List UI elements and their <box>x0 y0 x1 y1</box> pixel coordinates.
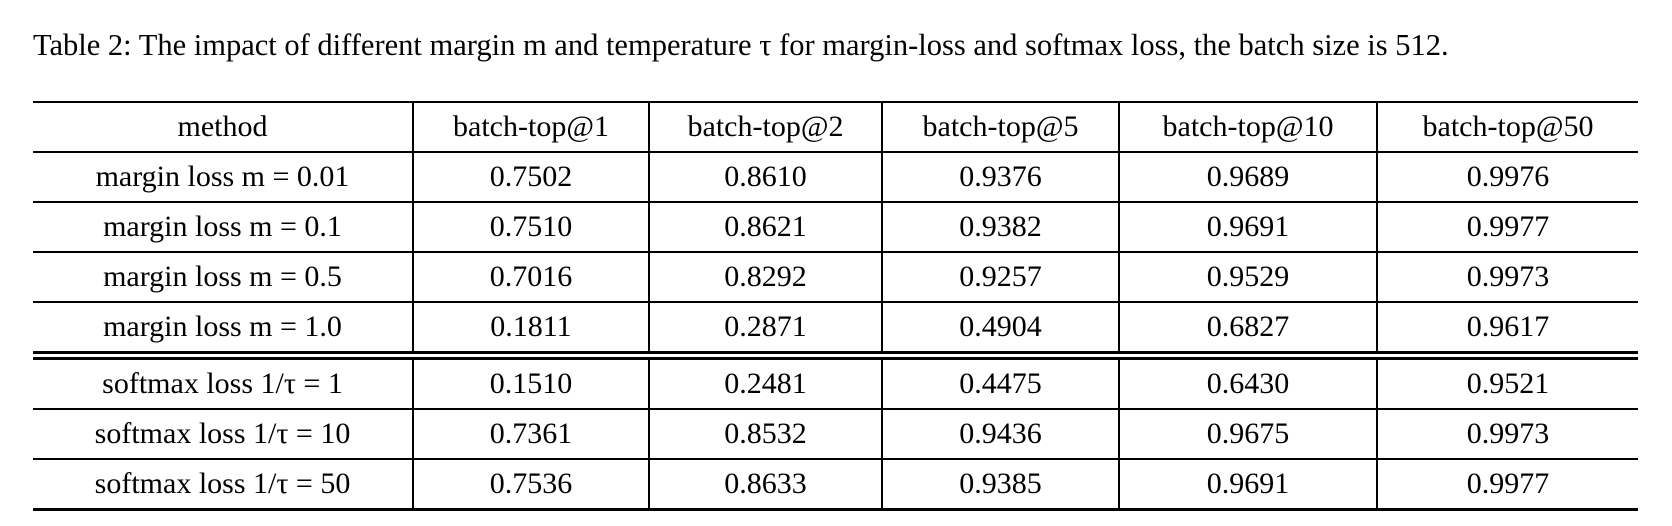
softmax-loss-group: softmax loss 1/τ = 1 0.1510 0.2481 0.4475 0.… <box>33 355 1638 510</box>
method-cell: margin loss m = 1.0 <box>33 302 414 356</box>
value-cell: 0.9977 <box>1376 202 1638 252</box>
table-row: softmax loss 1/τ = 1 0.1510 0.2481 0.4475 0.… <box>33 355 1638 409</box>
table-caption: Table 2: The impact of different margin … <box>33 28 1449 62</box>
method-cell: softmax loss 1/τ = 1 <box>33 355 414 409</box>
value-cell: 0.7361 <box>412 409 650 459</box>
value-cell: 0.7510 <box>412 202 650 252</box>
table-header: method batch-top@1 batch-top@2 batch-top@5 b… <box>33 102 1638 152</box>
method-cell: margin loss m = 0.1 <box>33 202 414 252</box>
column-header: batch-top@5 <box>881 102 1120 152</box>
value-cell: 0.2481 <box>648 355 883 409</box>
value-cell: 0.7502 <box>412 152 650 202</box>
method-cell: softmax loss 1/τ = 50 <box>33 459 414 510</box>
value-cell: 0.4904 <box>881 302 1120 356</box>
value-cell: 0.8633 <box>648 459 883 510</box>
value-cell: 0.9977 <box>1376 459 1638 510</box>
table-row: margin loss m = 0.01 0.7502 0.8610 0.9376 0.… <box>33 152 1638 202</box>
results-table: method batch-top@1 batch-top@2 batch-top@5 b… <box>33 101 1638 511</box>
value-cell: 0.8292 <box>648 252 883 302</box>
column-header-method: method <box>33 102 414 152</box>
value-cell: 0.9973 <box>1376 409 1638 459</box>
table-row: softmax loss 1/τ = 10 0.7361 0.8532 0.9436 0… <box>33 409 1638 459</box>
value-cell: 0.7016 <box>412 252 650 302</box>
column-header: batch-top@1 <box>412 102 650 152</box>
value-cell: 0.9376 <box>881 152 1120 202</box>
value-cell: 0.8532 <box>648 409 883 459</box>
column-header: batch-top@10 <box>1118 102 1378 152</box>
table-row: margin loss m = 0.1 0.7510 0.8621 0.9382 0.9… <box>33 202 1638 252</box>
value-cell: 0.9521 <box>1376 355 1638 409</box>
value-cell: 0.9436 <box>881 409 1120 459</box>
value-cell: 0.9617 <box>1376 302 1638 356</box>
column-header: batch-top@50 <box>1376 102 1638 152</box>
value-cell: 0.8610 <box>648 152 883 202</box>
method-cell: margin loss m = 0.5 <box>33 252 414 302</box>
value-cell: 0.9675 <box>1118 409 1378 459</box>
value-cell: 0.9976 <box>1376 152 1638 202</box>
table-row: margin loss m = 1.0 0.1811 0.2871 0.4904 0.6… <box>33 302 1638 356</box>
value-cell: 0.8621 <box>648 202 883 252</box>
value-cell: 0.2871 <box>648 302 883 356</box>
header-row: method batch-top@1 batch-top@2 batch-top@5 b… <box>33 102 1638 152</box>
value-cell: 0.9973 <box>1376 252 1638 302</box>
method-cell: margin loss m = 0.01 <box>33 152 414 202</box>
value-cell: 0.9385 <box>881 459 1120 510</box>
method-cell: softmax loss 1/τ = 10 <box>33 409 414 459</box>
value-cell: 0.1811 <box>412 302 650 356</box>
value-cell: 0.7536 <box>412 459 650 510</box>
table-row: softmax loss 1/τ = 50 0.7536 0.8633 0.9385 0… <box>33 459 1638 510</box>
value-cell: 0.6430 <box>1118 355 1378 409</box>
value-cell: 0.1510 <box>412 355 650 409</box>
value-cell: 0.9691 <box>1118 459 1378 510</box>
table-row: margin loss m = 0.5 0.7016 0.8292 0.9257 0.9… <box>33 252 1638 302</box>
value-cell: 0.9529 <box>1118 252 1378 302</box>
margin-loss-group: margin loss m = 0.01 0.7502 0.8610 0.9376 0.… <box>33 152 1638 356</box>
column-header: batch-top@2 <box>648 102 883 152</box>
value-cell: 0.9382 <box>881 202 1120 252</box>
value-cell: 0.6827 <box>1118 302 1378 356</box>
value-cell: 0.4475 <box>881 355 1120 409</box>
value-cell: 0.9691 <box>1118 202 1378 252</box>
value-cell: 0.9257 <box>881 252 1120 302</box>
value-cell: 0.9689 <box>1118 152 1378 202</box>
